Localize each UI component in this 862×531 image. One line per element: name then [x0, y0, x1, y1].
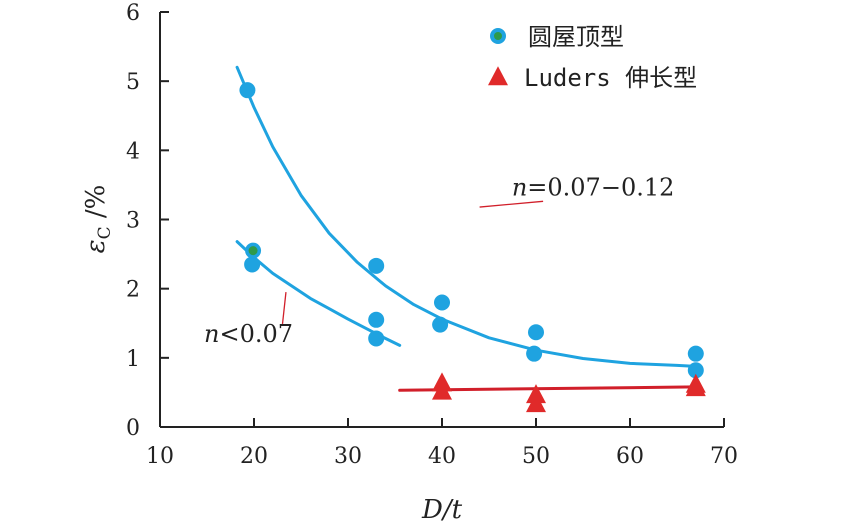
y-axis-title: εC /% [81, 185, 115, 254]
dome-point-9 [687, 345, 704, 362]
dome-point-7 [526, 345, 543, 362]
dome-point-4 [368, 330, 385, 347]
annotation-label-1: n<0.07 [204, 320, 293, 348]
fit-curves [235, 65, 698, 392]
luders-point-3 [526, 393, 546, 413]
legend-dome-marker-core [494, 32, 502, 40]
annotation-label-0: n=0.07−0.12 [512, 173, 675, 201]
y-tick-label: 6 [126, 1, 140, 26]
x-tick-label: 10 [146, 444, 174, 469]
dome-point-1 [244, 256, 261, 273]
y-tick-label: 2 [126, 278, 140, 303]
annotation-leader-1 [281, 292, 287, 324]
annotation-leader-0 [479, 200, 544, 208]
y-tick-label: 1 [126, 347, 140, 372]
data-points [239, 66, 706, 413]
dome-point-0 [239, 82, 256, 99]
dome-point-10 [687, 362, 704, 379]
x-tick-label: 20 [240, 444, 268, 469]
dome-point-3 [368, 311, 385, 328]
annotations: n=0.07−0.12 n<0.07 [204, 173, 674, 348]
x-axis-title: D/t [421, 495, 463, 525]
x-tick-label: 60 [616, 444, 644, 469]
legend: 圆屋顶型 Luders 伸长型 [490, 23, 697, 92]
dome-point-2 [368, 257, 385, 274]
legend-luders-label: Luders 伸长型 [524, 64, 697, 92]
y-tick-label: 4 [126, 139, 140, 164]
legend-luders-marker [488, 66, 508, 86]
axes: 0 1 2 3 4 5 6 10 20 30 40 50 60 70 D/t εC /% [81, 1, 738, 525]
x-tick-label: 70 [710, 444, 738, 469]
luders-point-1 [432, 380, 452, 400]
dome-point-5 [432, 316, 449, 333]
x-tick-label: 50 [522, 444, 550, 469]
y-tick-label: 5 [126, 70, 140, 95]
dome-highlight-core-0 [248, 246, 258, 256]
x-tick-label: 40 [428, 444, 456, 469]
dome-point-6 [434, 294, 450, 311]
y-tick-label: 0 [126, 416, 140, 441]
y-tick-label: 3 [126, 209, 140, 234]
legend-dome-label: 圆屋顶型 [528, 23, 624, 51]
luders-point-5 [685, 377, 706, 397]
x-tick-label: 30 [334, 444, 362, 469]
fit-curve-0 [235, 65, 693, 368]
dome-point-8 [528, 324, 544, 341]
